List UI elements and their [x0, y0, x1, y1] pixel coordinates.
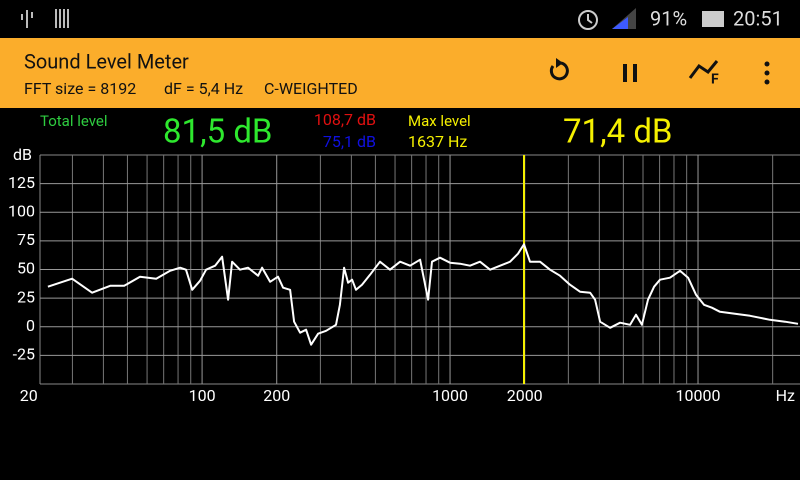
max-value: 71,4 dB — [563, 113, 673, 152]
y-tick-label: 125 — [8, 173, 35, 192]
min-db: 75,1 dB — [323, 132, 376, 151]
menu-button[interactable] — [764, 61, 770, 85]
sim-icon — [55, 9, 69, 28]
y-tick-label: 25 — [17, 287, 35, 306]
y-tick-label: 50 — [17, 259, 35, 278]
x-tick-label: 1000 — [432, 386, 468, 405]
max-freq: 1637 Hz — [408, 132, 467, 151]
clock: 20:51 — [733, 6, 783, 30]
battery-icon — [702, 11, 724, 27]
y-tick-label: 75 — [17, 230, 35, 249]
signal-strength — [612, 17, 628, 29]
fft-size: FFT size = 8192 — [24, 79, 136, 98]
spectrum-chart: 20 100 200 1000 2000 10000 -25 0 25 50 75 100 125 dB H… — [8, 145, 800, 405]
y-tick-label: 0 — [26, 316, 35, 335]
x-tick-label: 200 — [263, 386, 290, 405]
app-bar — [0, 38, 800, 108]
svg-text:F: F — [711, 72, 719, 88]
x-tick-label: 2000 — [507, 386, 543, 405]
weighting: C-WEIGHTED — [264, 79, 358, 98]
reset-button[interactable] — [549, 58, 569, 81]
peak-button[interactable]: F — [688, 60, 719, 88]
y-tick-label: 100 — [8, 201, 35, 220]
status-bar — [0, 0, 800, 38]
usb-icon — [21, 10, 33, 28]
battery-text: 91% — [650, 6, 687, 30]
app-title: Sound Level Meter — [24, 49, 189, 73]
spectrum-line — [47, 243, 799, 346]
x-unit: Hz — [776, 386, 795, 405]
y-tick-label: -25 — [13, 345, 35, 364]
max-db: 108,7 dB — [314, 110, 376, 129]
x-tick-label: 10000 — [676, 386, 721, 405]
total-label: Total level — [40, 112, 108, 130]
max-label: Max level — [408, 112, 471, 130]
y-unit: dB — [13, 145, 32, 164]
x-tick-label: 100 — [189, 386, 216, 405]
alarm-icon — [578, 10, 598, 30]
signal-icon — [612, 8, 636, 29]
df: dF = 5,4 Hz — [164, 79, 243, 98]
total-value: 81,5 dB — [163, 113, 273, 152]
x-tick-label: 20 — [20, 386, 38, 405]
pause-button[interactable] — [623, 64, 637, 82]
